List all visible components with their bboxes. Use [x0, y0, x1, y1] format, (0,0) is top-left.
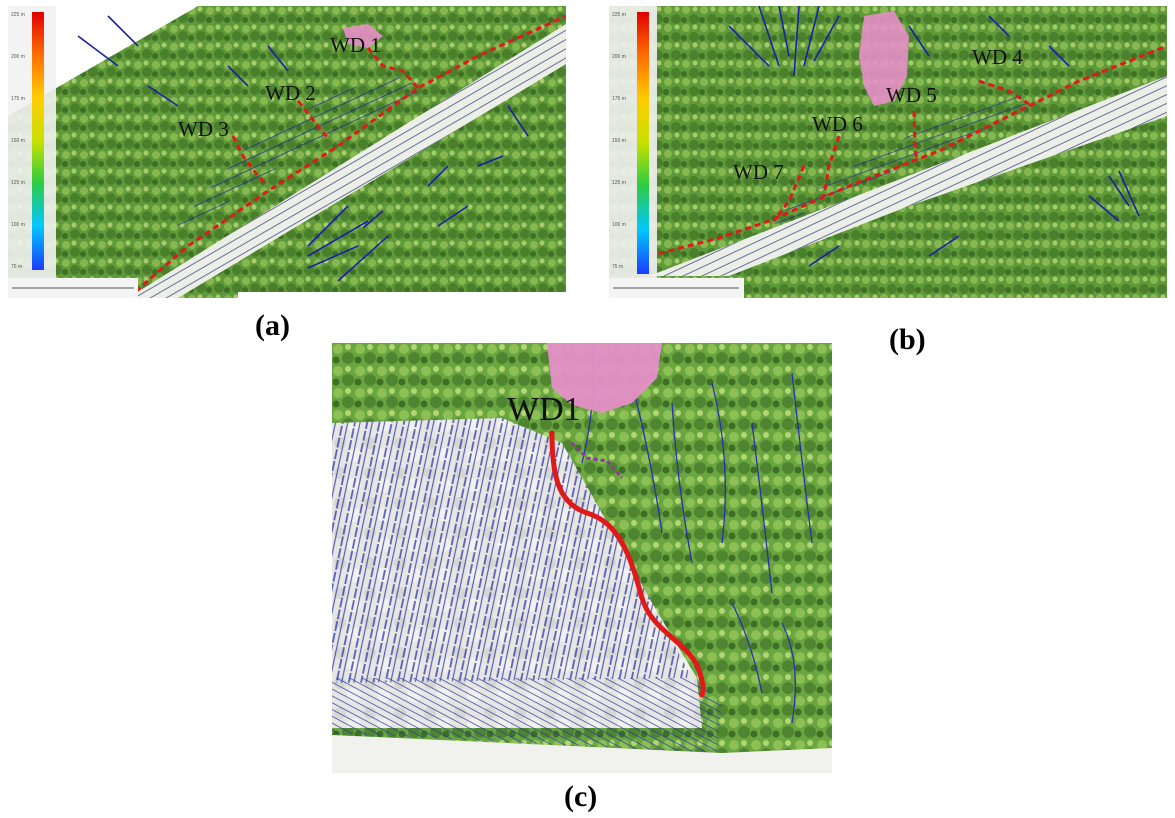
landslide-area: [859, 11, 909, 106]
legend-tick: 125 m: [612, 180, 626, 186]
waterway-label: WD 5: [886, 83, 937, 107]
legend-ticks: 225 m 200 m 175 m 150 m 125 m 100 m 75 m: [612, 12, 626, 270]
flow-line-zone: [168, 76, 418, 238]
flow-line-clusters: [581, 343, 813, 724]
legend-tick: 225 m: [612, 12, 626, 18]
map-b-svg: 225 m 200 m 175 m 150 m 125 m 100 m 75 m…: [609, 6, 1167, 298]
elevation-color-bar: [32, 12, 44, 270]
waterway-label: WD 4: [972, 45, 1023, 69]
caption-b: (b): [889, 323, 926, 356]
map-panel-c: WD1: [332, 343, 832, 773]
flow-line-zone: [332, 678, 722, 753]
map-panel-a: 225 m 200 m 175 m 150 m 125 m 100 m 75 m…: [8, 6, 566, 298]
waterway-label: WD1: [507, 391, 581, 428]
map-c-svg: WD1: [332, 343, 832, 773]
caption-a: (a): [255, 309, 290, 342]
legend-tick: 125 m: [11, 180, 25, 186]
waterway-label: WD 6: [812, 112, 863, 136]
legend-tick: 150 m: [11, 138, 25, 144]
legend-tick: 225 m: [11, 12, 25, 18]
waterway-label: WD 1: [330, 33, 381, 57]
waterway-line: [549, 430, 706, 698]
waterway-label: WD 2: [265, 81, 316, 105]
channel-dashed: [570, 441, 624, 479]
bare-ground: [332, 735, 832, 773]
legend-tick: 175 m: [612, 96, 626, 102]
legend-tick: 100 m: [11, 222, 25, 228]
legend-ticks: 225 m 200 m 175 m 150 m 125 m 100 m 75 m: [11, 12, 25, 270]
flow-line-zone: [769, 91, 1029, 226]
bare-slope-strip: [649, 76, 1167, 276]
waterway-dashed: [648, 44, 1167, 258]
legend-tick: 75 m: [612, 264, 623, 270]
flow-line-zone: [332, 418, 692, 683]
legend-tick: 200 m: [11, 54, 25, 60]
legend-tick: 200 m: [612, 54, 626, 60]
flow-line-clusters: [728, 6, 1140, 267]
legend-tick: 150 m: [612, 138, 626, 144]
bare-slope-strip: [128, 24, 566, 298]
flow-line-clusters: [77, 15, 529, 282]
waterway-label: WD 7: [733, 160, 784, 184]
legend-tick: 100 m: [612, 222, 626, 228]
legend-tick: 75 m: [11, 264, 22, 270]
map-a-svg: 225 m 200 m 175 m 150 m 125 m 100 m 75 m…: [8, 6, 566, 298]
legend-tick: 175 m: [11, 96, 25, 102]
waterway-dashed: [127, 14, 566, 298]
elevation-color-bar: [637, 12, 649, 274]
waterway-label: WD 3: [178, 117, 229, 141]
caption-c: (c): [564, 780, 598, 813]
landslide-area: [547, 343, 662, 413]
map-panel-b: 225 m 200 m 175 m 150 m 125 m 100 m 75 m…: [609, 6, 1167, 298]
landslide-area: [343, 24, 383, 48]
